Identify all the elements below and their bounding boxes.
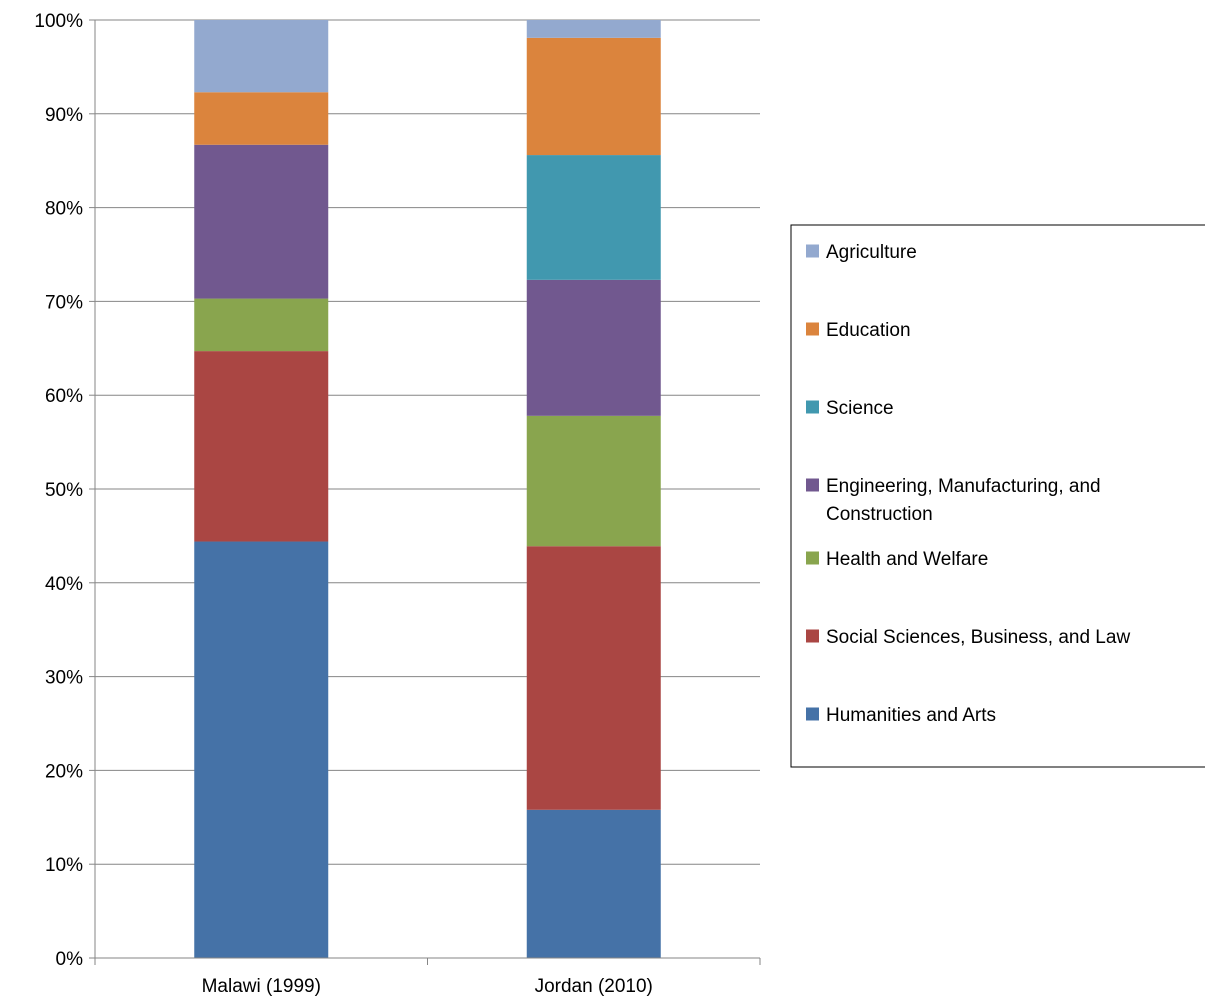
bar-segment-humanities-and-arts [194, 541, 329, 958]
y-tick-label: 90% [45, 105, 83, 126]
legend-label-social-sciences-business-and-law: Social Sciences, Business, and Law [826, 627, 1130, 648]
legend-swatch-education [806, 322, 819, 336]
legend-label-humanities-and-arts: Humanities and Arts [826, 705, 996, 726]
legend-box [790, 224, 1205, 768]
bar-segment-agriculture [526, 20, 661, 38]
x-tick-labels: Malawi (1999) Jordan (2010) [202, 976, 653, 997]
bar-segment-humanities-and-arts [526, 809, 661, 958]
bar-segment-education [194, 92, 329, 145]
y-tick-label: 40% [45, 574, 83, 595]
bar-segment-social-sciences-business-and-law [194, 351, 329, 542]
x-tick-label: Malawi (1999) [202, 976, 321, 997]
y-tick-label: 50% [45, 480, 83, 501]
y-tick-label: 60% [45, 386, 83, 407]
bar-segment-education [526, 37, 661, 156]
legend: Agriculture Education Science Engineering, … [790, 224, 1205, 768]
bars [194, 20, 661, 958]
x-tick-label: Jordan (2010) [535, 976, 653, 997]
bar-segment-social-sciences-business-and-law [526, 546, 661, 810]
bar-segment-science [526, 155, 661, 280]
legend-swatch-health-and-welfare [806, 551, 819, 565]
y-tick-label: 70% [45, 292, 83, 313]
bar-segment-health-and-welfare [194, 298, 329, 352]
bar-segment-agriculture [194, 20, 329, 93]
legend-swatch-humanities-and-arts [806, 707, 819, 721]
y-tick-label: 20% [45, 761, 83, 782]
bar-segment-health-and-welfare [526, 415, 661, 547]
y-tick-label: 30% [45, 668, 83, 689]
y-tick-label: 100% [34, 11, 83, 32]
y-tick-label: 80% [45, 199, 83, 220]
legend-swatch-agriculture [806, 244, 819, 258]
legend-label-health-and-welfare: Health and Welfare [826, 549, 988, 570]
legend-swatch-science [806, 400, 819, 414]
legend-label-engineering-manufacturing-and-construction: Engineering, Manufacturing, and Construct… [826, 476, 1101, 525]
legend-label-science: Science [826, 398, 894, 419]
legend-label-agriculture: Agriculture [826, 242, 917, 263]
y-tick-label: 0% [56, 949, 84, 970]
legend-swatch-engineering-manufacturing-and-construction [806, 478, 819, 492]
bar-segment-engineering-manufacturing-and-construction [526, 279, 661, 416]
legend-label-education: Education [826, 320, 911, 341]
bar-segment-engineering-manufacturing-and-construction [194, 144, 329, 299]
y-tick-label: 10% [45, 855, 83, 876]
legend-swatch-social-sciences-business-and-law [806, 629, 819, 643]
axes [89, 19, 761, 965]
y-tick-labels: 0% 10% 20% 30% 40% 50% 60% 70% 80% 90% 100% [34, 11, 83, 970]
